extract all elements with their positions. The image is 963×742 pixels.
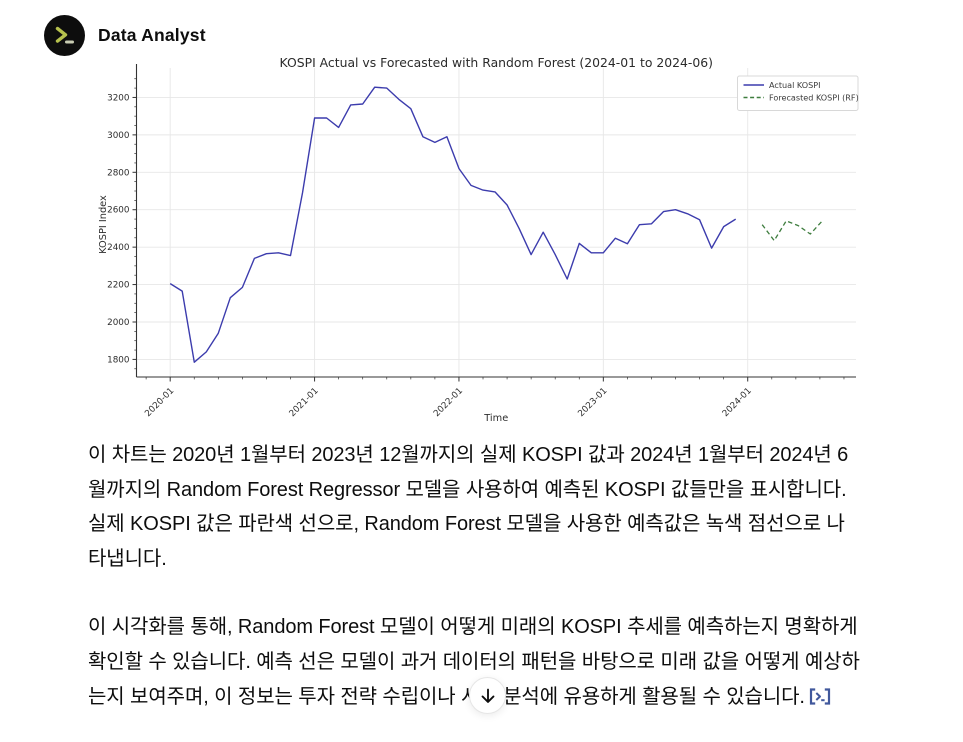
terminal-prompt-badge-icon: [809, 687, 831, 705]
actual-kospi-line: [169, 86, 737, 363]
scroll-to-bottom-button[interactable]: [469, 677, 506, 714]
y-tick-label: 1800: [107, 355, 130, 365]
kospi-chart: 1800 2000 2200 2400 2600 2800 3000 3200 2020-01 2…: [98, 55, 859, 424]
chart-title: KOSPI Actual vs Forecasted with Random F…: [280, 55, 713, 70]
y-tick-label: 2200: [107, 281, 130, 291]
paragraph-2-text: 이 시각화를 통해, Random Forest 모델이 어떻게 미래의 KOS…: [88, 616, 860, 708]
legend: Actual KOSPI Forecasted KOSPI (RF): [737, 75, 859, 111]
legend-label: Forecasted KOSPI (RF): [769, 93, 859, 103]
y-tick-label: 2600: [107, 206, 130, 216]
y-tick-label: 2400: [107, 243, 130, 253]
chart-figure: 1800 2000 2200 2400 2600 2800 3000 3200 2020-01 2…: [0, 52, 963, 432]
x-axis-label: Time: [483, 413, 508, 424]
x-tick-label: 2022-01: [432, 386, 465, 419]
x-tick-label: 2024-01: [721, 386, 754, 419]
arrow-down-icon: [481, 688, 494, 703]
legend-label: Actual KOSPI: [769, 80, 821, 90]
y-tick-label: 3200: [107, 93, 130, 103]
assistant-avatar[interactable]: [44, 15, 85, 56]
y-tick-label: 3000: [107, 131, 130, 141]
y-axis-label: KOSPI Index: [98, 195, 109, 254]
gridlines: [136, 68, 856, 377]
paragraph-1: 이 차트는 2020년 1월부터 2023년 12월까지의 실제 KOSPI 값…: [88, 444, 849, 570]
y-axis: 1800 2000 2200 2400 2600 2800 3000 3200: [107, 78, 137, 370]
assistant-message: 이 차트는 2020년 1월부터 2023년 12월까지의 실제 KOSPI 값…: [88, 438, 860, 742]
citation-badge[interactable]: [809, 682, 831, 717]
forecast-kospi-line: [761, 220, 823, 242]
x-tick-label: 2023-01: [576, 386, 609, 419]
assistant-name[interactable]: Data Analyst: [98, 25, 206, 45]
y-tick-label: 2800: [107, 168, 130, 178]
x-tick-label: 2021-01: [288, 386, 321, 419]
assistant-header: Data Analyst: [44, 15, 206, 56]
terminal-prompt-icon: [55, 26, 74, 44]
paragraph-2: 이 시각화를 통해, Random Forest 모델이 어떻게 미래의 KOS…: [88, 610, 860, 716]
y-tick-label: 2000: [107, 318, 130, 328]
x-tick-label: 2020-01: [143, 386, 176, 419]
